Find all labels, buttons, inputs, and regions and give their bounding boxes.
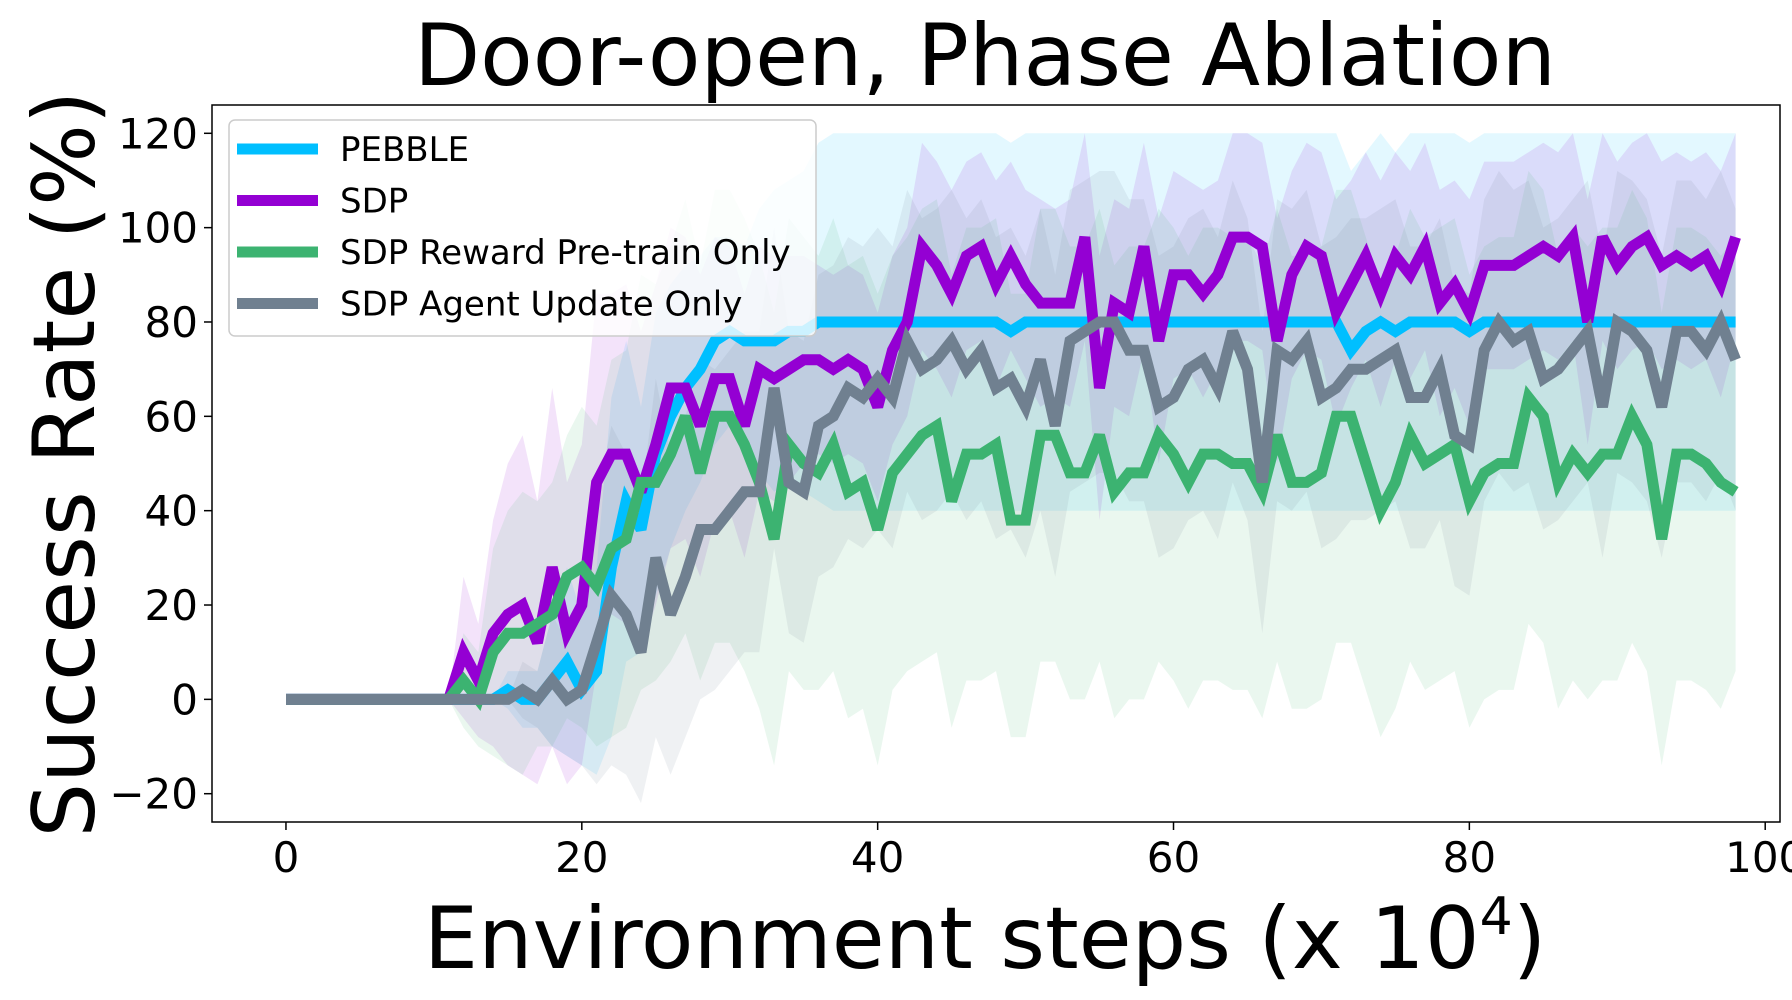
x-tick-label: 20 <box>555 833 608 882</box>
x-axis-label-suffix: ) <box>1513 889 1547 989</box>
legend-label-pebble: PEBBLE <box>340 130 469 170</box>
x-axis-label-superscript: 4 <box>1480 887 1513 947</box>
plot-frame <box>211 104 1781 823</box>
x-tick-label: 80 <box>1443 833 1496 882</box>
y-tick-label: 0 <box>171 675 198 724</box>
legend-label-sdp-reward-pre-train-only: SDP Reward Pre-train Only <box>340 233 791 273</box>
x-tick-label: 0 <box>273 833 300 882</box>
series-line-sdp <box>286 224 1741 705</box>
y-axis-label: Success Rate (%) <box>15 91 115 838</box>
legend-box <box>228 119 817 337</box>
series-lines <box>286 224 1741 712</box>
y-tick-label: 120 <box>118 109 198 158</box>
series-line-sdp-agent-update-only <box>286 308 1741 707</box>
legend: PEBBLE SDP SDP Reward Pre-train Only SDP Ag… <box>228 119 817 337</box>
y-axis: −20 0 20 40 60 80 100 120 <box>109 109 212 819</box>
x-tick-label: 40 <box>851 833 904 882</box>
x-axis-label: Environment steps (x 104) <box>424 887 1547 989</box>
chart-title: Door-open, Phase Ablation <box>414 6 1556 106</box>
y-tick-label: −20 <box>109 770 198 819</box>
y-tick-label: 40 <box>145 487 198 536</box>
x-axis-label-text: Environment steps (x 10 <box>424 889 1480 989</box>
x-tick-label: 60 <box>1147 833 1200 882</box>
y-tick-label: 20 <box>145 581 198 630</box>
x-tick-label: 100 <box>1725 833 1792 882</box>
x-axis: 0 20 40 60 80 100 <box>273 822 1792 882</box>
y-tick-label: 80 <box>145 298 198 347</box>
y-tick-label: 100 <box>118 204 198 253</box>
legend-label-sdp-agent-update-only: SDP Agent Update Only <box>340 285 742 325</box>
series-line-sdp-reward-pre-train-only <box>286 385 1739 712</box>
y-tick-label: 60 <box>145 392 198 441</box>
legend-label-sdp: SDP <box>340 182 408 222</box>
